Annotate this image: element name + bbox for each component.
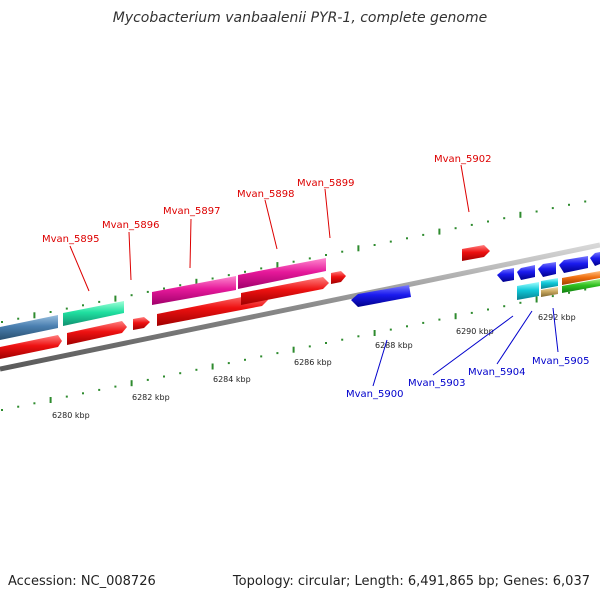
scale-label: 6282 kbp (132, 393, 170, 402)
gene-arrow-red[interactable] (157, 293, 268, 326)
gene-callout-line (552, 307, 559, 353)
gene-label[interactable]: Mvan_5904 (468, 367, 525, 378)
scale-label: 6286 kbp (294, 358, 332, 367)
gene-label[interactable]: Mvan_5898 (237, 189, 294, 200)
gene-callout-line (264, 199, 278, 250)
scale-label: 6292 kbp (538, 313, 576, 322)
gene-box-orange[interactable] (562, 271, 600, 285)
gene-label[interactable]: Mvan_5897 (163, 206, 220, 217)
gene-box-mint[interactable] (63, 301, 124, 326)
gene-arrow-red[interactable] (462, 245, 490, 261)
gene-callout-line (324, 188, 331, 239)
gene-box-pink[interactable] (238, 258, 326, 289)
gene-arrow-red[interactable] (331, 271, 346, 284)
gene-label[interactable]: Mvan_5903 (408, 378, 465, 389)
gene-label[interactable]: Mvan_5905 (532, 356, 589, 367)
gene-box-steel[interactable] (0, 315, 58, 340)
gene-box-tan[interactable] (541, 287, 558, 297)
gene-label[interactable]: Mvan_5899 (297, 178, 354, 189)
gene-callout-line (189, 218, 192, 269)
scale-label: 6284 kbp (213, 375, 251, 384)
scale-label: 6290 kbp (456, 327, 494, 336)
scale-label: 6288 kbp (375, 341, 413, 350)
gene-callout-line (496, 310, 533, 365)
genome-backbone (0, 242, 600, 372)
gene-callout-line (460, 164, 470, 213)
gene-label[interactable]: Mvan_5896 (102, 220, 159, 231)
gene-callout-line (69, 245, 90, 292)
gene-arrow-blue[interactable] (590, 252, 600, 266)
reverse-tick-row (1, 288, 587, 411)
gene-arrow-red[interactable] (133, 317, 150, 330)
gene-box-cyan[interactable] (517, 282, 539, 300)
gene-arrow-red[interactable] (67, 321, 127, 345)
gene-label[interactable]: Mvan_5895 (42, 234, 99, 245)
gene-box-green[interactable] (562, 279, 600, 293)
map-title: Mycobacterium vanbaalenii PYR-1, complet… (112, 10, 488, 26)
accession-text: Accession: NC_008726 (8, 574, 156, 589)
gene-box-pink[interactable] (152, 276, 236, 305)
gene-callout-line (372, 339, 388, 387)
genome-summary-text: Topology: circular; Length: 6,491,865 bp… (232, 574, 590, 589)
gene-label[interactable]: Mvan_5900 (346, 389, 403, 400)
gene-callout-line (128, 231, 132, 281)
gene-arrow-blue[interactable] (538, 262, 556, 277)
gene-callout-line (432, 315, 514, 376)
gene-arrow-red[interactable] (241, 277, 329, 305)
gene-arrow-blue[interactable] (351, 285, 411, 307)
gene-arrow-red[interactable] (0, 335, 62, 359)
forward-tick-row (1, 200, 587, 323)
gene-box-cyan[interactable] (541, 278, 558, 289)
scale-label: 6280 kbp (52, 411, 90, 420)
gene-arrow-blue[interactable] (497, 268, 514, 282)
gene-arrow-blue[interactable] (517, 265, 535, 280)
gene-arrow-blue[interactable] (559, 256, 588, 273)
gene-label[interactable]: Mvan_5902 (434, 154, 491, 165)
